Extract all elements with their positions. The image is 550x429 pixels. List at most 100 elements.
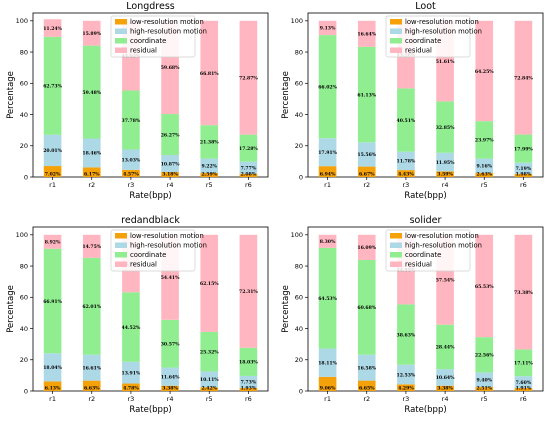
bar-segment — [161, 172, 179, 177]
bar-segment — [475, 172, 494, 177]
chart-title: Longdress — [126, 1, 175, 12]
x-tick-label: r2 — [363, 181, 370, 189]
data-label: 57.54% — [436, 278, 455, 284]
bar-segment — [475, 158, 494, 173]
y-axis-label: Percentage — [6, 71, 16, 119]
legend-label: coordinate — [130, 251, 166, 259]
x-tick-label: r4 — [167, 181, 174, 189]
bar-segment — [514, 162, 533, 174]
data-label: 15.89% — [82, 31, 101, 37]
bar-segment — [318, 376, 337, 391]
bar-segment — [200, 387, 219, 391]
data-label: 2.63% — [476, 172, 492, 178]
x-tick-label: r3 — [403, 395, 410, 403]
bar-segment — [514, 173, 533, 177]
data-label: 72.84% — [514, 75, 533, 81]
x-tick-label: r4 — [442, 181, 449, 189]
bar-segment — [82, 234, 101, 258]
data-label: 23.97% — [475, 138, 494, 144]
legend: low-resolution motion high-resolution mot… — [385, 15, 482, 58]
data-label: 38.63% — [397, 332, 416, 338]
data-label: 66.91% — [43, 299, 62, 305]
y-tick-label: 60 — [295, 294, 303, 302]
y-tick-label: 80 — [20, 262, 28, 270]
bar-segment — [200, 234, 219, 332]
x-tick-label: r6 — [245, 181, 252, 189]
x-tick-label: r3 — [128, 395, 135, 403]
x-tick-label: r1 — [324, 395, 331, 403]
legend: low-resolution motion high-resolution mot… — [110, 15, 207, 58]
data-label: 10.87% — [161, 161, 180, 167]
data-label: 66.81% — [200, 71, 219, 77]
data-label: 4.29% — [398, 386, 414, 392]
legend-swatch — [390, 47, 402, 53]
bar-segment — [475, 20, 494, 122]
bar-segment — [43, 234, 62, 249]
bar-segment — [318, 20, 337, 36]
bar-segment — [239, 161, 258, 174]
bar-segment — [397, 384, 415, 391]
data-label: 73.38% — [514, 290, 533, 296]
legend-swatch — [390, 19, 402, 25]
legend-swatch — [115, 19, 127, 25]
data-label: 6.13% — [45, 386, 61, 392]
legend-label: residual — [405, 261, 432, 269]
x-axis-label: Rate(bpp) — [404, 405, 446, 415]
y-tick-label: 100 — [16, 231, 28, 239]
data-label: 18.03% — [239, 360, 258, 366]
bar-segment — [514, 20, 533, 135]
bar-segment — [318, 348, 337, 377]
y-tick-label: 60 — [20, 294, 28, 302]
legend-box — [385, 15, 471, 58]
bar-segment — [436, 152, 454, 172]
data-label: 18.11% — [318, 361, 337, 367]
bar-segment — [514, 349, 533, 377]
data-label: 6.67% — [359, 172, 375, 178]
legend-swatch — [115, 47, 127, 53]
y-tick-label: 100 — [16, 17, 28, 25]
data-label: 13.03% — [122, 157, 141, 163]
bar-segment — [82, 138, 101, 168]
data-label: 59.48% — [82, 90, 101, 96]
data-label: 4.57% — [123, 172, 139, 178]
bar-segment — [357, 20, 376, 47]
bar-segment — [43, 381, 62, 391]
legend-swatch — [115, 252, 127, 258]
data-label: 1.98% — [516, 172, 532, 178]
y-tick-label: 100 — [291, 17, 303, 25]
chart-title: redandblack — [121, 215, 180, 226]
legend-label: residual — [405, 47, 432, 55]
bar-segment — [122, 149, 140, 170]
legend: low-resolution motion high-resolution mot… — [110, 229, 207, 272]
x-tick-label: r5 — [206, 395, 213, 403]
bar-segment — [200, 331, 219, 372]
chart-title: solider — [410, 215, 442, 226]
data-label: 18.46% — [82, 151, 101, 157]
data-label: 66.02% — [318, 84, 337, 90]
bar-segment — [43, 36, 62, 135]
legend-box — [385, 229, 471, 272]
x-tick-label: r6 — [520, 181, 527, 189]
data-label: 7.19% — [516, 166, 532, 172]
chart-panel-redandblack: 6.13% 18.04% 66.91% 8.92% 6.63% 16.61% 62.01% 1… — [6, 215, 269, 415]
data-label: 25.32% — [200, 349, 219, 355]
legend-swatch — [390, 261, 402, 267]
bar-segment — [239, 173, 258, 177]
bar-segment — [161, 367, 179, 386]
y-tick-label: 0 — [24, 387, 28, 395]
bar-segment — [161, 319, 179, 368]
bar-segment — [239, 234, 258, 348]
x-tick-label: r2 — [88, 181, 95, 189]
bar-segment — [357, 259, 376, 355]
data-label: 7.02% — [45, 172, 61, 178]
bar-segment — [475, 337, 494, 373]
legend: low-resolution motion high-resolution mot… — [385, 229, 482, 272]
legend-box — [110, 15, 196, 58]
data-label: 1.93% — [241, 386, 257, 392]
x-tick-label: r2 — [363, 395, 370, 403]
data-label: 64.53% — [318, 296, 337, 302]
x-tick-label: r6 — [520, 395, 527, 403]
bar-segment — [239, 20, 258, 135]
data-label: 6.63% — [84, 386, 100, 392]
legend-swatch — [115, 38, 127, 44]
